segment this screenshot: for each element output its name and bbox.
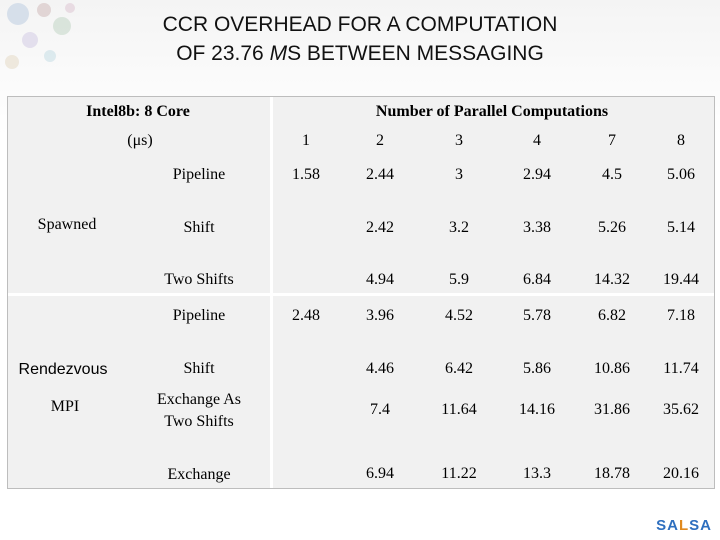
table-cell: 11.74 (663, 360, 699, 377)
row-label-line-1: Exchange As (157, 391, 241, 408)
column-header: 2 (376, 132, 384, 149)
row-label: Exchange (167, 466, 231, 483)
title-line-2: OF 23.76 MS BETWEEN MESSAGING (60, 39, 660, 68)
group-label-rendezvous: Rendezvous (18, 361, 108, 378)
table-cell: 3.38 (523, 219, 551, 236)
header-label: Number of Parallel Computations (375, 103, 609, 120)
table-cell: 4.5 (602, 166, 622, 183)
row-label: Two Shifts (164, 271, 234, 288)
table-cell: 5.14 (667, 219, 695, 236)
table-cell: 18.78 (594, 465, 630, 482)
table-cell: 11.22 (441, 465, 477, 482)
column-header: 3 (455, 132, 463, 149)
table-divider (8, 293, 714, 296)
table-cell: 20.16 (663, 465, 699, 482)
row-label: Shift (183, 360, 215, 377)
table-cell: 4.52 (445, 307, 473, 324)
machine-label: Intel8b: 8 Core (86, 103, 190, 120)
table-cell: 14.32 (594, 271, 630, 288)
table-cell: 2.44 (366, 166, 394, 183)
table-cell: 11.64 (441, 401, 477, 418)
table-cell: 6.94 (366, 465, 394, 482)
table-cell: 5.86 (523, 360, 551, 377)
table-cell: 5.9 (449, 271, 469, 288)
title-mu: M (269, 42, 288, 65)
table-cell: 5.78 (523, 307, 551, 324)
table-cell: 3.2 (449, 219, 469, 236)
table-cell: 6.84 (523, 271, 551, 288)
table-cell: 14.16 (519, 401, 555, 418)
table-cell: 31.86 (594, 401, 630, 418)
table-cell: 3 (455, 166, 463, 183)
table-cell: 7.4 (370, 401, 390, 418)
table-cell: 2.48 (292, 307, 320, 324)
row-label: Pipeline (172, 166, 226, 183)
table-cell: 2.42 (366, 219, 394, 236)
table-cell: 4.46 (366, 360, 394, 377)
title-line-2-suffix: S BETWEEN MESSAGING (287, 42, 544, 65)
salsa-logo: SALSA (656, 517, 712, 534)
table-cell: 4.94 (366, 271, 394, 288)
logo-part: SA (689, 517, 712, 534)
logo-part: L (678, 517, 690, 534)
table-cell: 5.06 (667, 166, 695, 183)
group-label-spawned: Spawned (37, 216, 97, 233)
slide-title: CCR OVERHEAD FOR A COMPUTATION OF 23.76 … (60, 10, 660, 68)
row-label: Pipeline (172, 307, 226, 324)
column-header: 4 (533, 132, 541, 149)
table-cell: 1.58 (292, 166, 320, 183)
table-cell: 2.94 (523, 166, 551, 183)
table-cell: 3.96 (366, 307, 394, 324)
corner-decoration (5, 3, 75, 69)
logo-part: SA (656, 517, 679, 534)
title-line-2-prefix: OF 23.76 (176, 42, 270, 65)
table-divider (270, 97, 273, 488)
table-cell: 35.62 (663, 401, 699, 418)
row-label: Shift (183, 219, 215, 236)
unit-label: (μs) (127, 132, 153, 149)
table-cell: 6.82 (598, 307, 626, 324)
table-cell: 5.26 (598, 219, 626, 236)
column-header: 8 (677, 132, 685, 149)
row-label-line-2: Two Shifts (164, 413, 234, 430)
table-cell: 6.42 (445, 360, 473, 377)
table-cell: 13.3 (523, 465, 551, 482)
column-header: 7 (608, 132, 616, 149)
title-line-1: CCR OVERHEAD FOR A COMPUTATION (162, 13, 558, 36)
table-cell: 19.44 (663, 271, 699, 288)
table-cell: 7.18 (667, 307, 695, 324)
column-header: 1 (302, 132, 310, 149)
row-label: Exchange As Two Shifts (157, 389, 241, 433)
table-cell: 10.86 (594, 360, 630, 377)
overhead-table: Intel8b: 8 Core Number of Parallel Compu… (7, 96, 715, 489)
group-label-mpi: MPI (50, 398, 80, 415)
